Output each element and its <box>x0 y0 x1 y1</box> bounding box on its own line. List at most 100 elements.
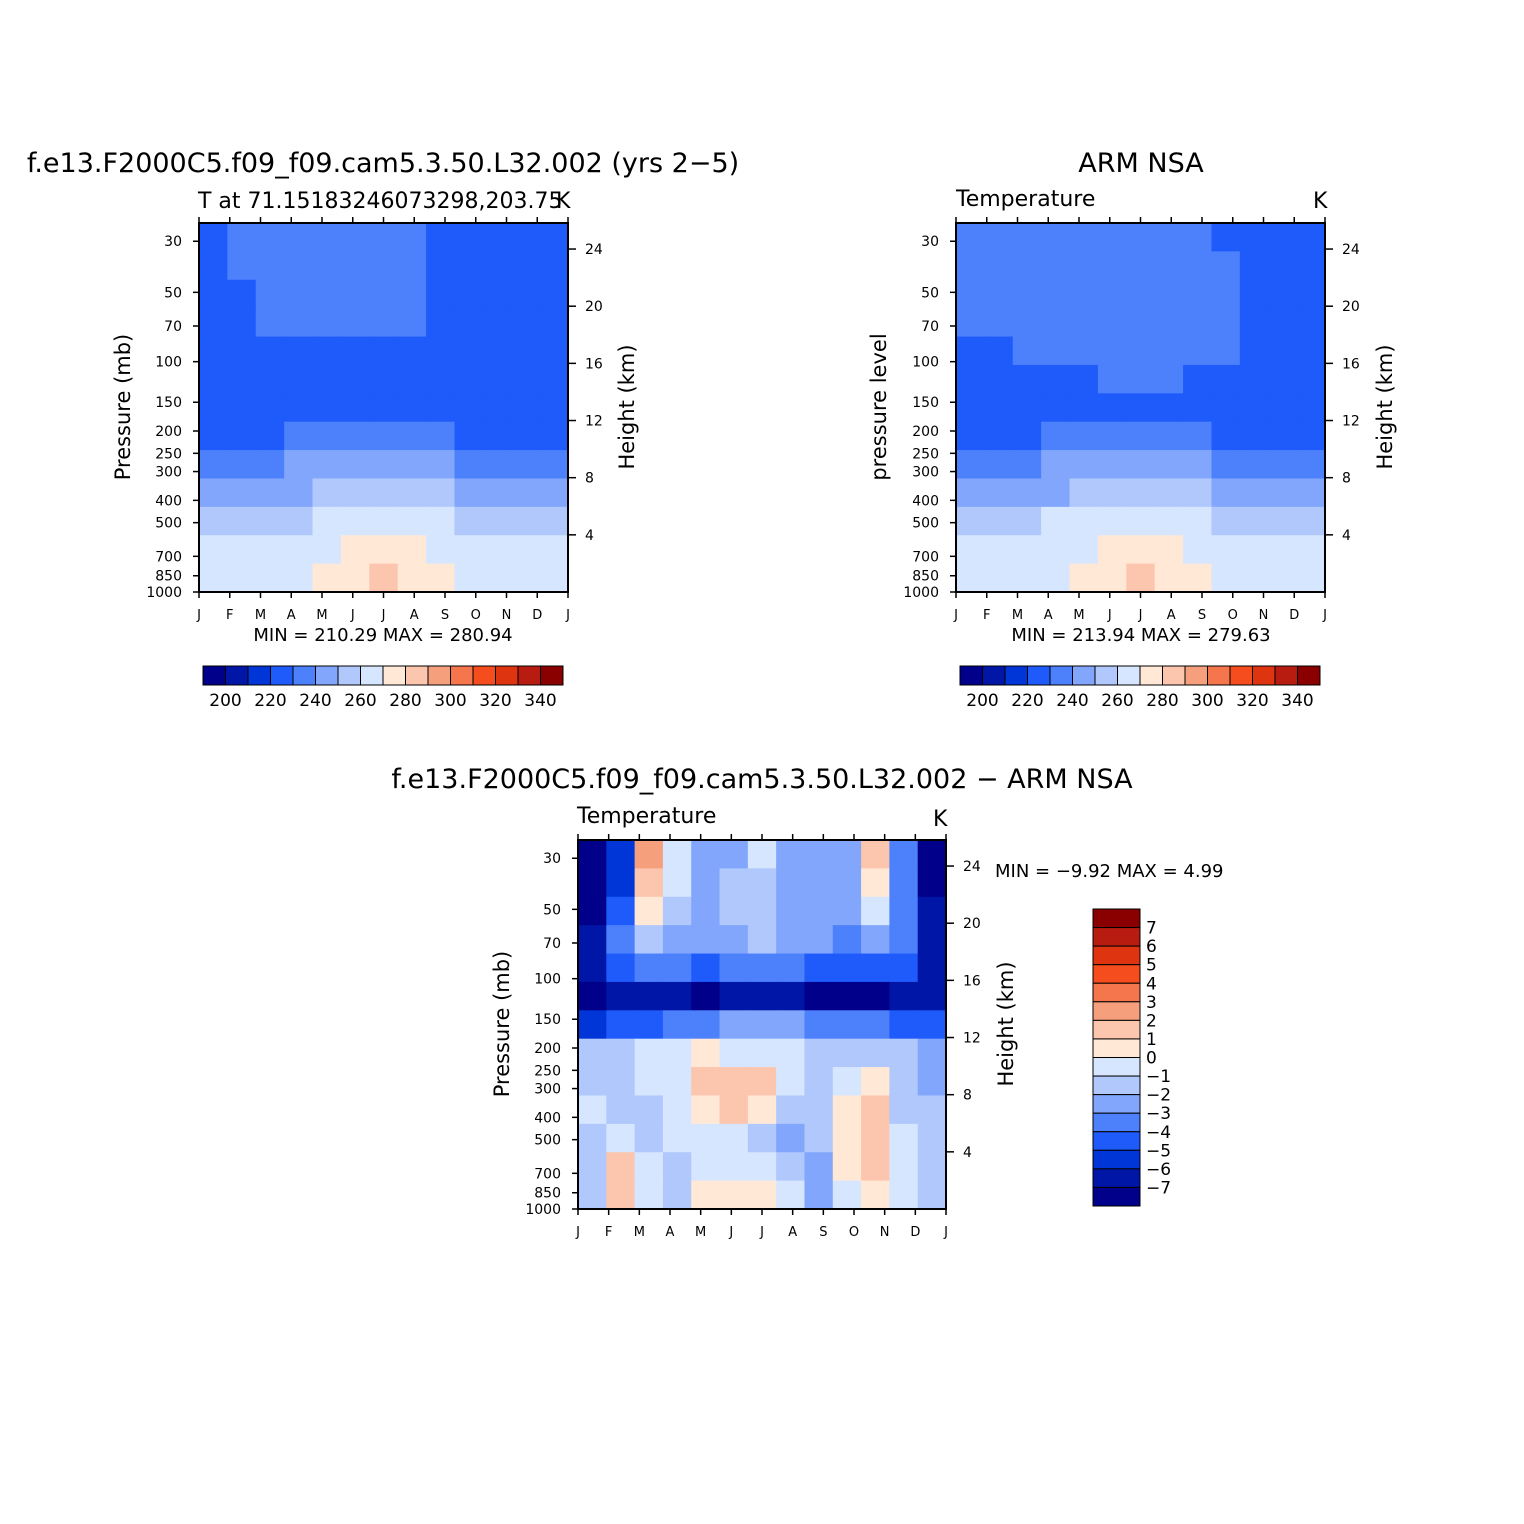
model-cell-9-0 <box>199 478 228 508</box>
diff-cell-2-1 <box>606 896 636 926</box>
obs-x-tick-label-12: J <box>1322 608 1327 623</box>
model-cell-0-5 <box>340 223 370 252</box>
model-cell-0-4 <box>312 223 342 252</box>
model-colorbar-label-7: 340 <box>524 691 556 711</box>
obs-cell-4-3 <box>1041 336 1071 366</box>
obs-cell-12-12 <box>1296 563 1326 593</box>
obs-cell-6-12 <box>1296 393 1326 423</box>
diff-cell-11-8 <box>804 1152 834 1182</box>
model-height-tick-label-0: 24 <box>585 242 603 258</box>
model-x-tick-label-1: F <box>226 608 233 623</box>
obs-y-tick-label-0: 30 <box>921 234 939 250</box>
obs-y-tick-label-4: 150 <box>912 395 939 411</box>
model-cell-11-11 <box>511 535 541 565</box>
obs-cell-11-5 <box>1097 535 1127 565</box>
diff-cell-10-5 <box>719 1123 749 1153</box>
obs-cell-12-10 <box>1239 563 1269 593</box>
diff-cell-2-12 <box>917 896 947 926</box>
obs-cell-7-5 <box>1097 421 1127 451</box>
model-cell-7-7 <box>397 421 427 451</box>
model-cell-9-7 <box>397 478 427 508</box>
model-height-tick-label-4: 8 <box>585 471 594 487</box>
obs-cell-12-4 <box>1069 563 1099 593</box>
obs-cell-7-11 <box>1268 421 1298 451</box>
obs-cell-4-0 <box>956 336 985 366</box>
obs-cell-8-9 <box>1211 450 1241 480</box>
obs-min-max: MIN = 213.94 MAX = 279.63 <box>1011 625 1270 646</box>
model-cell-3-9 <box>454 308 484 338</box>
diff-colorbar-box-4 <box>1092 982 1141 1003</box>
diff-cell-7-9 <box>832 1038 862 1068</box>
diff-cell-5-7 <box>776 981 806 1011</box>
model-cell-0-0 <box>199 223 228 252</box>
model-cell-12-12 <box>539 563 569 593</box>
model-contour-plot: J F M A M J J A S O N D J 30 50 70 100 150 200 250 300 400 500… <box>146 217 603 623</box>
obs-cell-5-5 <box>1097 364 1127 394</box>
obs-cell-1-4 <box>1069 251 1099 281</box>
diff-cell-11-11 <box>889 1152 919 1182</box>
obs-cell-6-11 <box>1268 393 1298 423</box>
obs-colorbar-label-0: 200 <box>966 691 998 711</box>
diff-min-max: MIN = −9.92 MAX = 4.99 <box>995 861 1224 882</box>
obs-cell-3-11 <box>1268 308 1298 338</box>
diff-colorbar-label-8: −1 <box>1146 1067 1171 1087</box>
obs-cell-0-11 <box>1268 223 1298 252</box>
obs-cell-3-9 <box>1211 308 1241 338</box>
model-cell-8-1 <box>227 450 257 480</box>
diff-cell-7-5 <box>719 1038 749 1068</box>
diff-cell-11-10 <box>861 1152 890 1182</box>
diff-cell-11-5 <box>719 1152 749 1182</box>
obs-colorbar-box-0 <box>959 665 983 686</box>
model-colorbar-box-12 <box>472 665 496 686</box>
model-cell-12-0 <box>199 563 228 593</box>
obs-cell-2-12 <box>1296 279 1326 309</box>
model-cell-12-6 <box>369 563 399 593</box>
obs-colorbar-label-1: 220 <box>1011 691 1043 711</box>
model-x-tick-label-12: J <box>565 608 570 623</box>
model-y-tick-label-12: 1000 <box>146 585 182 601</box>
obs-cell-7-1 <box>984 421 1014 451</box>
obs-cell-4-12 <box>1296 336 1326 366</box>
diff-cell-7-8 <box>804 1038 834 1068</box>
diff-colorbar-box-12 <box>1092 1131 1141 1151</box>
obs-cell-4-9 <box>1211 336 1241 366</box>
obs-cell-5-11 <box>1268 364 1298 394</box>
model-cell-1-1 <box>227 251 257 281</box>
diff-cell-12-7 <box>776 1180 806 1210</box>
obs-height-tick-label-4: 8 <box>1342 471 1351 487</box>
diff-colorbar-label-5: 2 <box>1146 1011 1157 1031</box>
diff-cell-4-11 <box>889 953 919 983</box>
diff-cell-3-3 <box>662 925 692 955</box>
model-cell-10-3 <box>284 506 314 536</box>
diff-y-tick-label-5: 200 <box>534 1041 561 1057</box>
diff-x-tick-label-2: M <box>634 1225 645 1240</box>
model-y-tick-label-1: 50 <box>164 285 182 301</box>
model-cell-4-2 <box>255 336 285 366</box>
diff-colorbar-box-11 <box>1092 1112 1141 1133</box>
diff-cell-11-7 <box>776 1152 806 1182</box>
diff-cell-8-5 <box>719 1067 749 1097</box>
model-cell-9-2 <box>255 478 285 508</box>
diff-cell-9-12 <box>917 1095 947 1125</box>
model-cell-8-8 <box>426 450 456 480</box>
diff-height-tick-label-1: 20 <box>963 916 981 932</box>
diff-cell-0-6 <box>747 840 777 869</box>
obs-cell-1-1 <box>984 251 1014 281</box>
diff-cell-1-1 <box>606 868 636 898</box>
diff-cell-3-9 <box>832 925 862 955</box>
model-cell-10-1 <box>227 506 257 536</box>
model-cell-1-2 <box>255 251 285 281</box>
obs-cell-5-8 <box>1183 364 1213 394</box>
model-height-tick-label-3: 12 <box>585 414 603 430</box>
obs-cell-0-3 <box>1041 223 1071 252</box>
obs-cell-2-3 <box>1041 279 1071 309</box>
model-colorbar-label-4: 280 <box>389 691 421 711</box>
model-colorbar-label-2: 240 <box>299 691 331 711</box>
diff-cell-4-12 <box>917 953 947 983</box>
obs-colorbar-label-6: 320 <box>1236 691 1268 711</box>
diff-y-tick-label-1: 50 <box>543 902 561 918</box>
diff-colorbar-label-3: 4 <box>1146 974 1157 994</box>
model-cell-11-5 <box>340 535 370 565</box>
obs-cell-1-3 <box>1041 251 1071 281</box>
obs-right-axis-label: Height (km) <box>1373 344 1397 469</box>
